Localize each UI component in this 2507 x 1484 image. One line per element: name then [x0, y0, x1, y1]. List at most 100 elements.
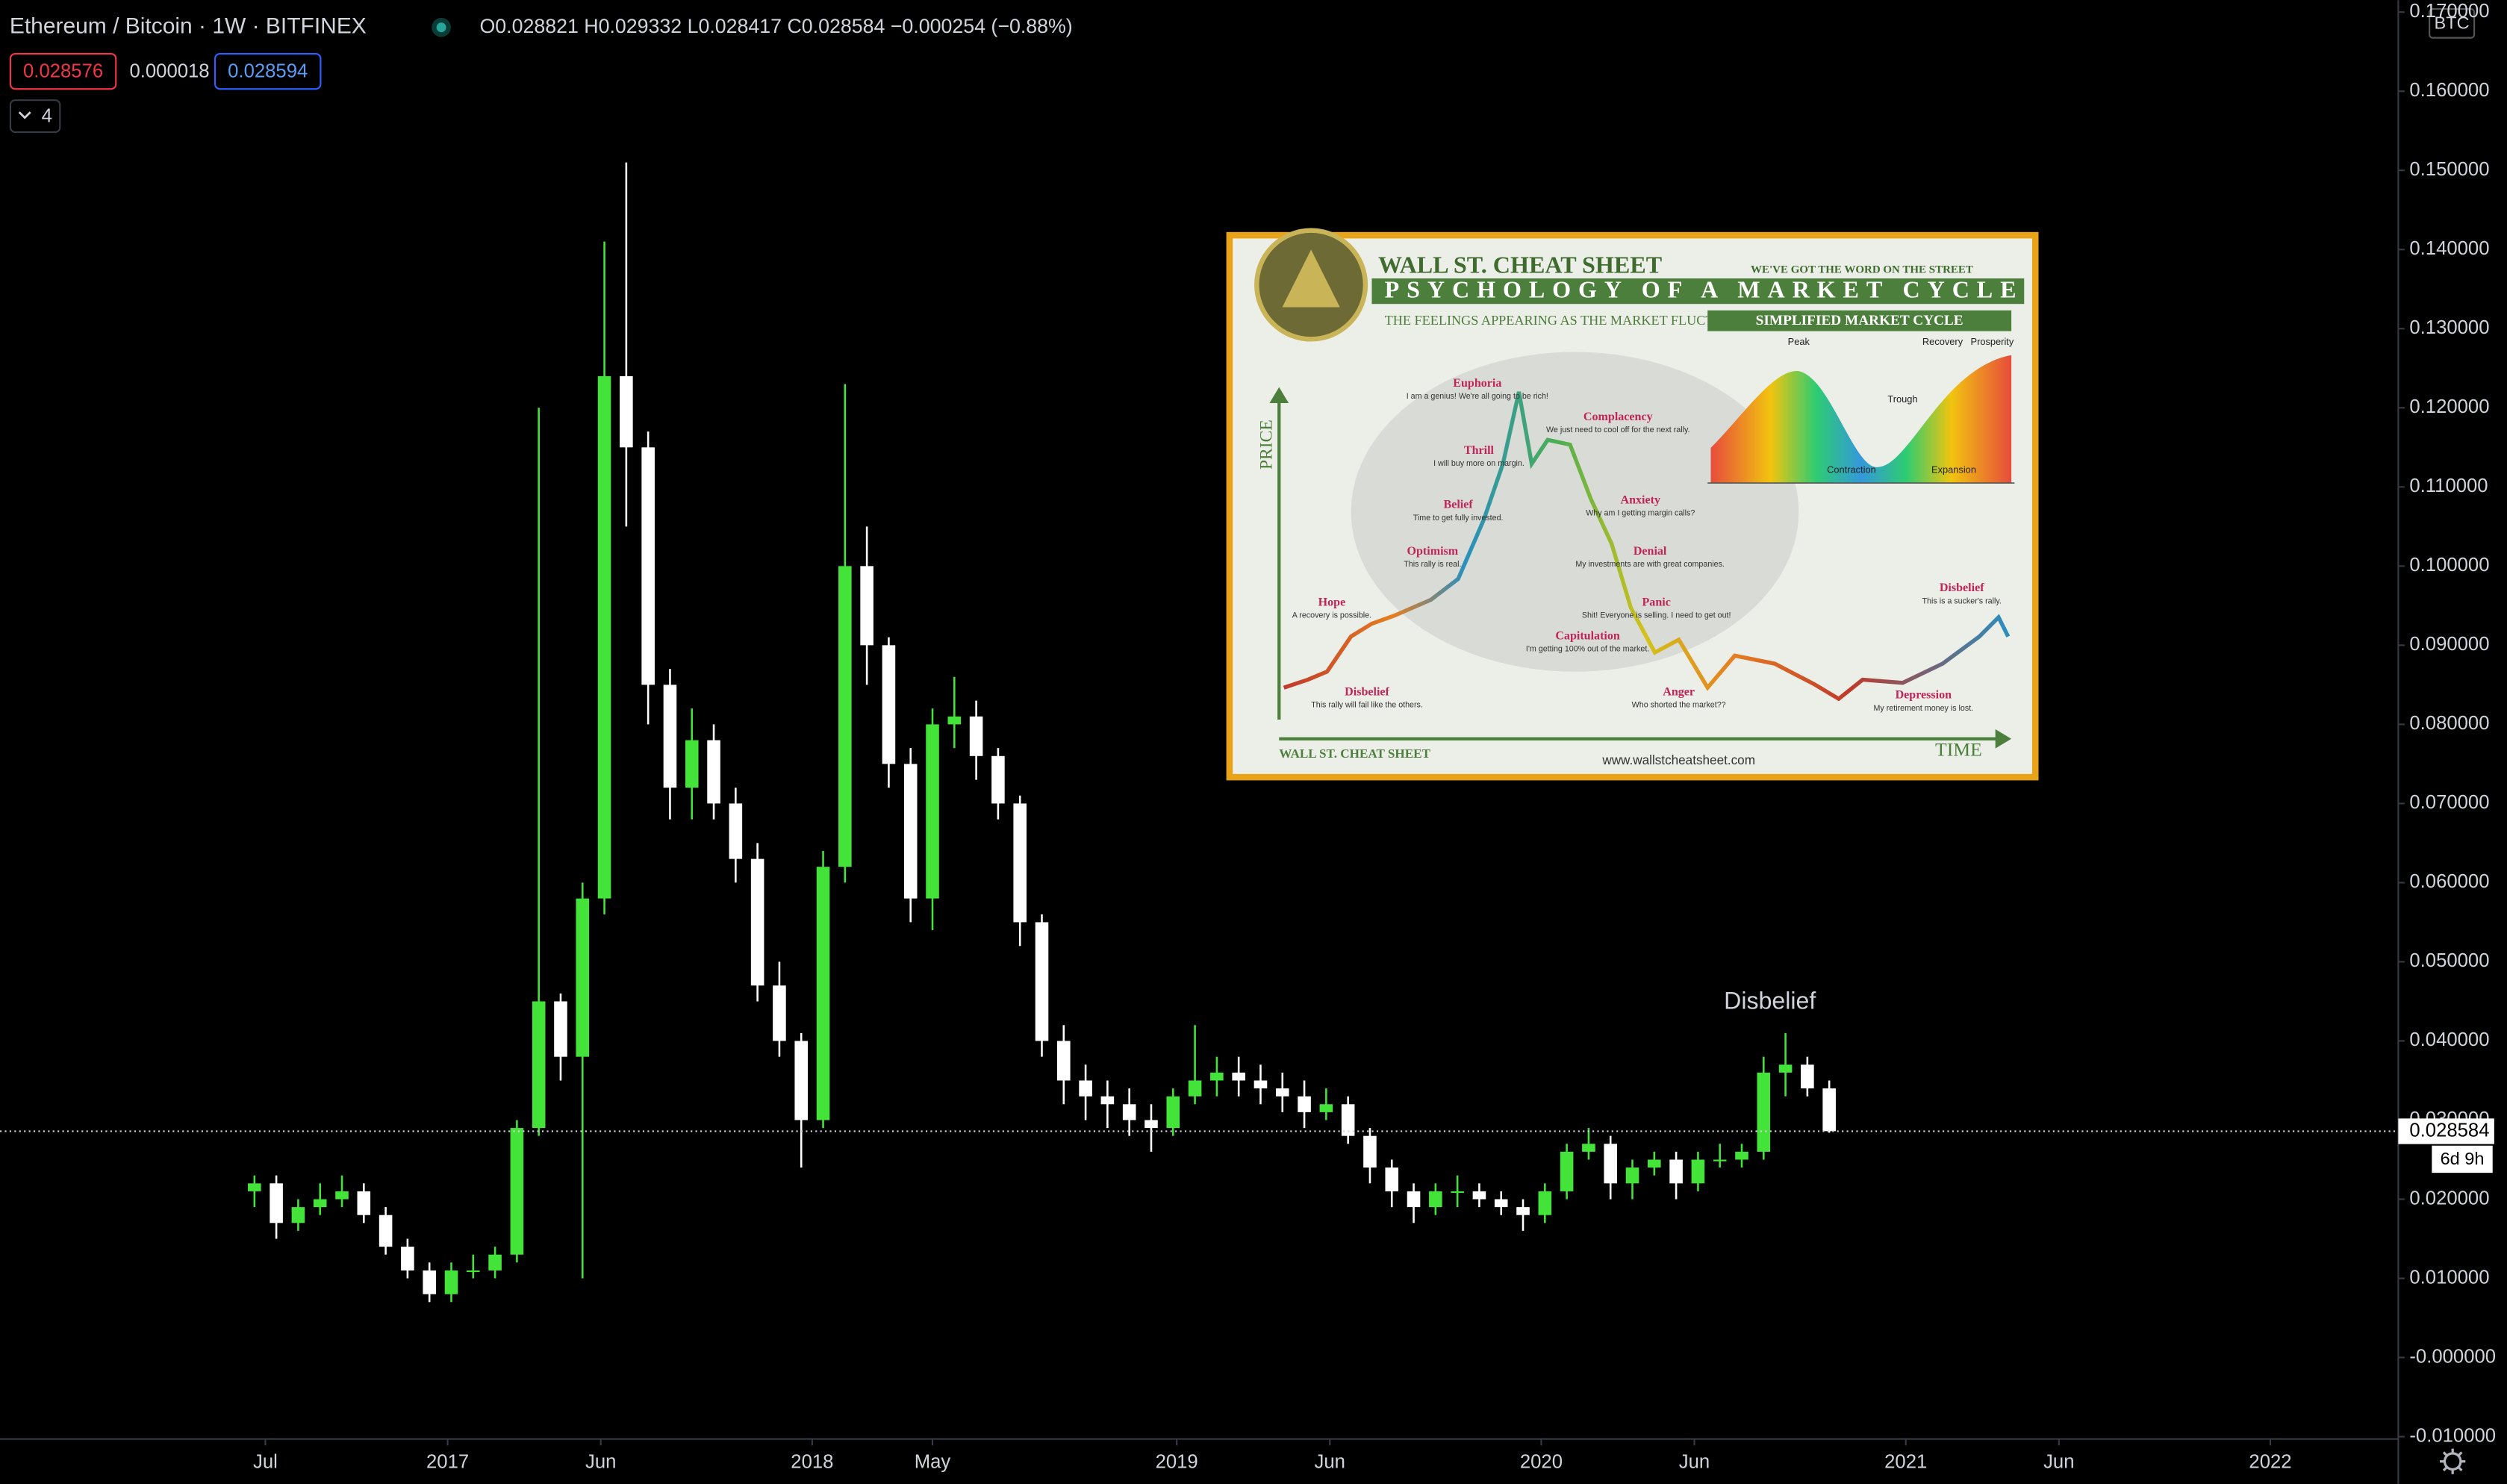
url: www.wallstcheatsheet.com	[1601, 752, 1755, 767]
inset-label: Expansion	[1931, 464, 1976, 475]
candle-body	[1625, 1167, 1639, 1184]
y-tick-label: -0.010000	[2409, 1425, 2496, 1446]
candle-body	[1298, 1096, 1311, 1112]
x-tick-label: 2020	[1520, 1452, 1563, 1473]
candle-body	[729, 803, 743, 859]
y-tick-label: 0.080000	[2409, 713, 2489, 734]
stage-note: I am a genius! We're all going to be ric…	[1407, 392, 1548, 401]
candle-body	[1254, 1080, 1268, 1089]
candle-body	[1516, 1207, 1530, 1215]
ask-box[interactable]	[214, 52, 322, 90]
x-tick-label: Jul	[253, 1452, 278, 1473]
y-tick-label: 0.100000	[2409, 555, 2489, 576]
x-tick-label: Jun	[1679, 1452, 1710, 1473]
stage-note: A recovery is possible.	[1292, 611, 1371, 620]
inset-label: Trough	[1887, 393, 1917, 405]
stage-label: Anger	[1663, 685, 1695, 698]
x-tick-label: May	[915, 1452, 951, 1473]
candle-body	[444, 1270, 458, 1294]
bid-price[interactable]: 0.028576	[23, 60, 103, 81]
candle-body	[903, 764, 918, 899]
candle-body	[401, 1247, 414, 1271]
x-tick-label: 2021	[1884, 1452, 1927, 1473]
stage-label: Thrill	[1464, 444, 1495, 457]
candle-body	[1319, 1104, 1333, 1112]
y-tick-label: 0.020000	[2409, 1188, 2489, 1209]
candle-body	[620, 375, 633, 448]
stage-note: This is a sucker's rally.	[1922, 596, 2002, 605]
stage-note: Who shorted the market??	[1632, 701, 1726, 710]
subhead: THE FEELINGS APPEARING AS THE MARKET FLU…	[1385, 313, 1760, 328]
candle-body	[1582, 1144, 1595, 1152]
candle-body	[1188, 1080, 1202, 1097]
embedded-image: WALL ST. CHEAT SHEET WE'VE GOT THE WORD …	[1226, 228, 2039, 781]
y-tick-label: 0.090000	[2409, 634, 2489, 655]
stage-label: Panic	[1642, 596, 1671, 608]
y-tick-label: 0.060000	[2409, 871, 2489, 892]
candle-body	[357, 1191, 371, 1215]
bid-box[interactable]	[9, 52, 117, 90]
candle-body	[1735, 1151, 1748, 1160]
y-arrow-head	[1269, 387, 1289, 403]
candle-body	[1035, 922, 1049, 1041]
inset-title-bar	[1707, 310, 2012, 331]
candle-body	[379, 1215, 393, 1247]
settings-icon[interactable]	[2440, 1448, 2466, 1474]
candle-body	[663, 685, 677, 788]
stage-note: My retirement money is lost.	[1874, 704, 1974, 713]
last-price-label: 0.028584	[2409, 1120, 2489, 1141]
stage-label: Depression	[1896, 689, 1952, 702]
candle-body	[1713, 1159, 1727, 1162]
stage-label: Optimism	[1407, 545, 1459, 558]
candle-body	[1494, 1199, 1508, 1208]
indicator-count[interactable]: 4	[42, 105, 52, 126]
candle-body	[816, 867, 830, 1120]
candle-body	[291, 1207, 305, 1223]
candle-body	[1275, 1088, 1289, 1097]
indicators-toggle[interactable]	[9, 99, 61, 134]
candle-body	[1691, 1159, 1705, 1184]
candle-body	[1341, 1104, 1355, 1136]
y-tick-label: 0.050000	[2409, 950, 2489, 971]
ask-price[interactable]: 0.028594	[228, 60, 308, 81]
countdown-box	[2432, 1145, 2493, 1173]
y-tick-label: 0.110000	[2409, 476, 2488, 496]
x-tick-label: 2018	[791, 1452, 833, 1473]
candle-body	[860, 566, 873, 646]
candle-body	[554, 1001, 567, 1057]
candle-body	[1472, 1191, 1486, 1200]
candle-body	[335, 1191, 349, 1200]
stage-note: I will buy more on margin.	[1433, 459, 1525, 468]
stage-note: We just need to cool off for the next ra…	[1546, 425, 1690, 434]
candle-body	[1669, 1159, 1683, 1184]
y-tick-label: -0.000000	[2409, 1346, 2496, 1367]
x-tick-label: 2022	[2249, 1452, 2291, 1473]
candle-body	[685, 740, 699, 788]
y-tick-label: 0.130000	[2409, 317, 2489, 338]
x-tick-label: 2019	[1156, 1452, 1198, 1473]
stage-note: Why am I getting margin calls?	[1586, 509, 1695, 518]
candle-body	[794, 1041, 809, 1120]
symbol-title[interactable]: Ethereum / Bitcoin · 1W · BITFINEX	[10, 14, 367, 39]
candle-body	[510, 1128, 524, 1255]
candle-body	[576, 898, 590, 1057]
y-tick-label: 0.010000	[2409, 1267, 2489, 1288]
stage-label: Complacency	[1583, 411, 1653, 423]
stage-label: Disbelief	[1940, 582, 1984, 594]
candle-body	[1451, 1191, 1464, 1194]
candle-body	[1210, 1072, 1224, 1081]
candle-body	[969, 716, 983, 756]
currency-box[interactable]	[2429, 8, 2476, 39]
inset-label: Prosperity	[1971, 336, 2014, 347]
stage-label: Belief	[1444, 499, 1474, 511]
candle-body	[1166, 1096, 1180, 1129]
candle-body	[423, 1270, 436, 1294]
headline-bar	[1371, 278, 2025, 305]
tagline: WE'VE GOT THE WORD ON THE STREET	[1751, 264, 1973, 276]
currency[interactable]: BTC	[2435, 13, 2470, 33]
time-axis-label: TIME	[1935, 739, 1982, 761]
candle-body	[1013, 803, 1027, 923]
stage-note: My investments are with great companies.	[1575, 560, 1725, 569]
